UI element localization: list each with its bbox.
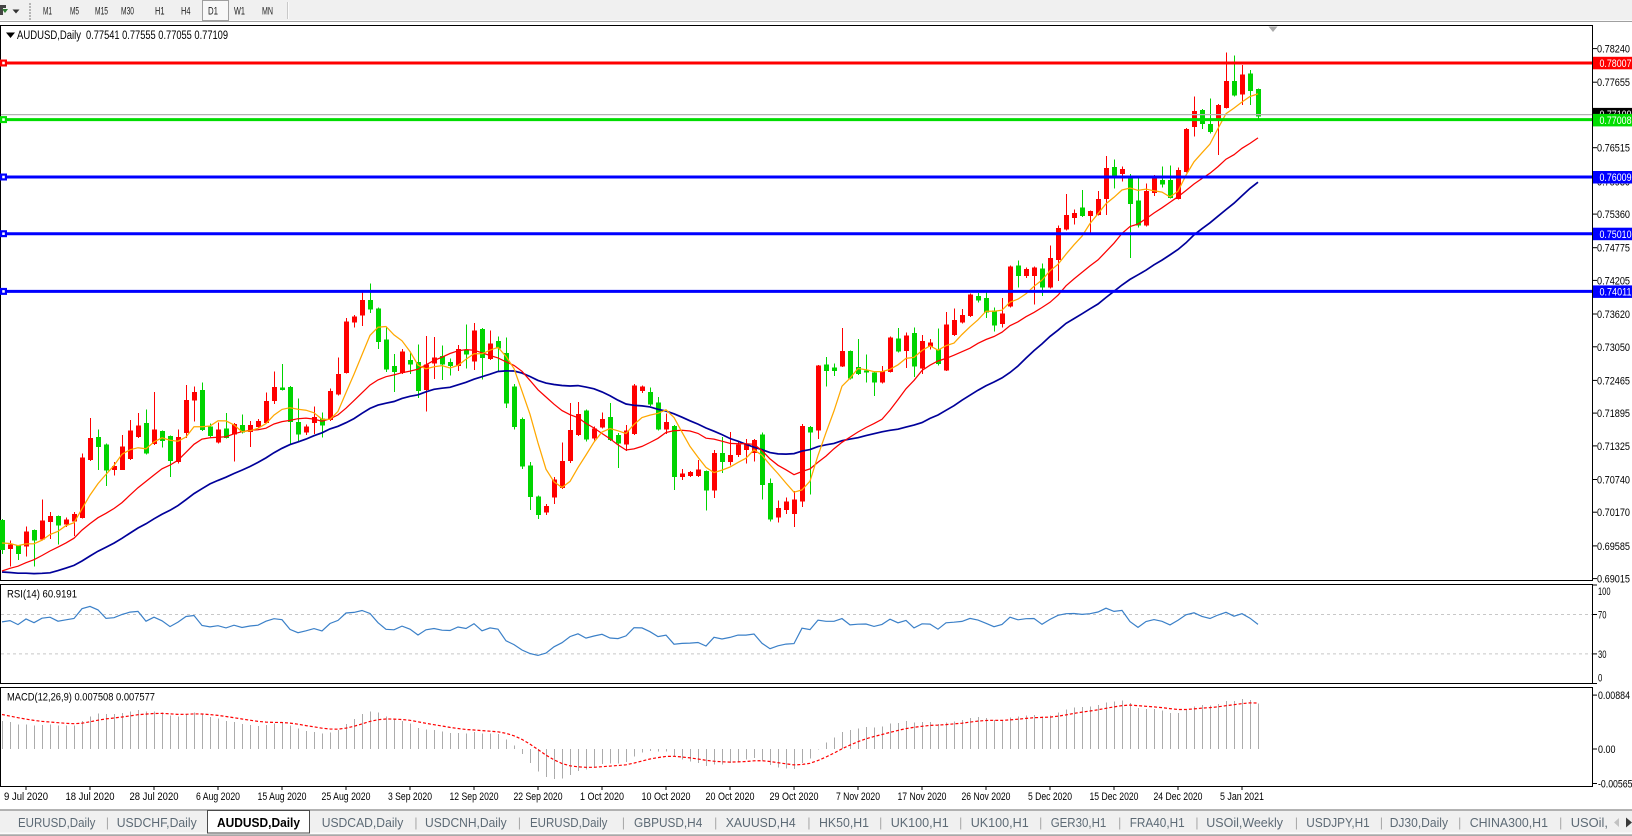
- svg-text:100: 100: [1598, 586, 1611, 598]
- svg-text:0.74205: 0.74205: [1597, 275, 1630, 287]
- svg-text:FRA40,H1: FRA40,H1: [1130, 815, 1185, 830]
- svg-text:|: |: [1118, 815, 1121, 830]
- svg-text:|: |: [622, 815, 625, 830]
- svg-text:USDCAD,Daily: USDCAD,Daily: [322, 815, 404, 830]
- svg-text:CHINA300,H1: CHINA300,H1: [1470, 815, 1548, 830]
- svg-text:USOil,Weekly: USOil,Weekly: [1206, 815, 1283, 830]
- svg-text:22 Sep 2020: 22 Sep 2020: [514, 791, 563, 803]
- svg-text:0.69585: 0.69585: [1597, 541, 1630, 553]
- svg-text:12 Sep 2020: 12 Sep 2020: [450, 791, 499, 803]
- svg-text:15 Aug 2020: 15 Aug 2020: [258, 791, 307, 803]
- svg-text:|: |: [518, 815, 521, 830]
- svg-text:AUDUSD,Daily: AUDUSD,Daily: [217, 815, 301, 830]
- svg-text:XAUUSD,H4: XAUUSD,H4: [726, 815, 796, 830]
- svg-text:M1: M1: [43, 6, 52, 18]
- svg-text:H1: H1: [155, 6, 165, 18]
- svg-text:EURUSD,Daily: EURUSD,Daily: [530, 815, 608, 830]
- svg-text:MN: MN: [262, 6, 273, 18]
- svg-text:5 Jan 2021: 5 Jan 2021: [1220, 791, 1264, 803]
- svg-text:0.78007: 0.78007: [1600, 58, 1632, 70]
- svg-text:|: |: [1195, 815, 1198, 830]
- svg-text:0.78240: 0.78240: [1597, 44, 1630, 56]
- svg-text:D1: D1: [208, 6, 218, 18]
- svg-text:-0.00565: -0.00565: [1598, 779, 1632, 791]
- svg-text:0: 0: [1598, 672, 1602, 684]
- svg-text:|: |: [414, 815, 417, 830]
- svg-text:|: |: [879, 815, 882, 830]
- svg-text:|: |: [1039, 815, 1042, 830]
- svg-text:26 Nov 2020: 26 Nov 2020: [962, 791, 1011, 803]
- svg-text:RSI(14) 60.9191: RSI(14) 60.9191: [7, 589, 77, 601]
- svg-text:0.72465: 0.72465: [1597, 375, 1630, 387]
- svg-text:0.73620: 0.73620: [1597, 309, 1630, 321]
- svg-text:USDCNH,Daily: USDCNH,Daily: [425, 815, 507, 830]
- svg-text:24 Dec 2020: 24 Dec 2020: [1154, 791, 1203, 803]
- svg-text:M15: M15: [95, 6, 108, 18]
- svg-text:0.70170: 0.70170: [1597, 507, 1630, 519]
- svg-text:GBPUSD,H4: GBPUSD,H4: [634, 815, 702, 830]
- svg-text:HK50,H1: HK50,H1: [819, 815, 869, 830]
- svg-text:DJ30,Daily: DJ30,Daily: [1390, 815, 1449, 830]
- svg-text:|: |: [1295, 815, 1298, 830]
- svg-text:0.71325: 0.71325: [1597, 441, 1630, 453]
- svg-text:|: |: [1559, 815, 1562, 830]
- svg-text:0.69015: 0.69015: [1597, 574, 1630, 586]
- svg-text:6 Aug 2020: 6 Aug 2020: [196, 791, 240, 803]
- svg-text:20 Oct 2020: 20 Oct 2020: [706, 791, 755, 803]
- svg-text:0.75360: 0.75360: [1597, 209, 1630, 221]
- svg-text:GER30,H1: GER30,H1: [1051, 815, 1107, 830]
- svg-text:0.77008: 0.77008: [1600, 115, 1632, 127]
- svg-text:0.00: 0.00: [1598, 744, 1616, 756]
- svg-text:W1: W1: [234, 6, 245, 18]
- svg-text:9 Jul 2020: 9 Jul 2020: [4, 791, 48, 803]
- svg-text:M5: M5: [70, 6, 79, 18]
- svg-text:|: |: [106, 815, 109, 830]
- svg-text:0.71895: 0.71895: [1597, 408, 1630, 420]
- svg-text:0.75010: 0.75010: [1600, 229, 1632, 241]
- svg-text:1 Oct 2020: 1 Oct 2020: [580, 791, 624, 803]
- svg-text:|: |: [1458, 815, 1461, 830]
- svg-text:0.76009: 0.76009: [1600, 172, 1632, 184]
- svg-text:0.77655: 0.77655: [1597, 77, 1630, 89]
- svg-text:UK100,H1: UK100,H1: [891, 815, 949, 830]
- svg-text:28 Jul 2020: 28 Jul 2020: [130, 791, 179, 803]
- svg-text:29 Oct 2020: 29 Oct 2020: [770, 791, 819, 803]
- svg-text:|: |: [714, 815, 717, 830]
- svg-text:5 Dec 2020: 5 Dec 2020: [1028, 791, 1072, 803]
- svg-text:0.77541 0.77555 0.77055 0.7710: 0.77541 0.77555 0.77055 0.77109: [86, 30, 228, 42]
- svg-text:|: |: [807, 815, 810, 830]
- svg-text:0.00884: 0.00884: [1598, 690, 1630, 702]
- svg-text:0.74775: 0.74775: [1597, 243, 1630, 255]
- svg-text:18 Jul 2020: 18 Jul 2020: [66, 791, 115, 803]
- svg-text:H4: H4: [181, 6, 191, 18]
- svg-text:USOil,: USOil,: [1571, 815, 1608, 830]
- svg-text:7 Nov 2020: 7 Nov 2020: [836, 791, 880, 803]
- svg-text:10 Oct 2020: 10 Oct 2020: [642, 791, 691, 803]
- svg-text:M30: M30: [121, 6, 134, 18]
- svg-text:17 Nov 2020: 17 Nov 2020: [898, 791, 947, 803]
- svg-text:USDCHF,Daily: USDCHF,Daily: [117, 815, 197, 830]
- svg-text:0.73050: 0.73050: [1597, 342, 1630, 354]
- svg-text:MACD(12,26,9) 0.007508 0.00757: MACD(12,26,9) 0.007508 0.007577: [7, 692, 155, 704]
- svg-text:|: |: [959, 815, 962, 830]
- svg-text:15 Dec 2020: 15 Dec 2020: [1090, 791, 1139, 803]
- svg-text:0.76515: 0.76515: [1597, 143, 1630, 155]
- svg-text:EURUSD,Daily: EURUSD,Daily: [18, 815, 96, 830]
- svg-text:0.70740: 0.70740: [1597, 475, 1630, 487]
- svg-text:0.74011: 0.74011: [1600, 287, 1632, 299]
- svg-text:USDJPY,H1: USDJPY,H1: [1306, 815, 1369, 830]
- svg-text:|: |: [1380, 815, 1383, 830]
- svg-text:25 Aug 2020: 25 Aug 2020: [322, 791, 371, 803]
- svg-text:AUDUSD,Daily: AUDUSD,Daily: [17, 30, 81, 42]
- svg-text:UK100,H1: UK100,H1: [971, 815, 1029, 830]
- svg-text:30: 30: [1598, 649, 1607, 661]
- svg-text:3 Sep 2020: 3 Sep 2020: [388, 791, 432, 803]
- svg-text:70: 70: [1598, 610, 1607, 622]
